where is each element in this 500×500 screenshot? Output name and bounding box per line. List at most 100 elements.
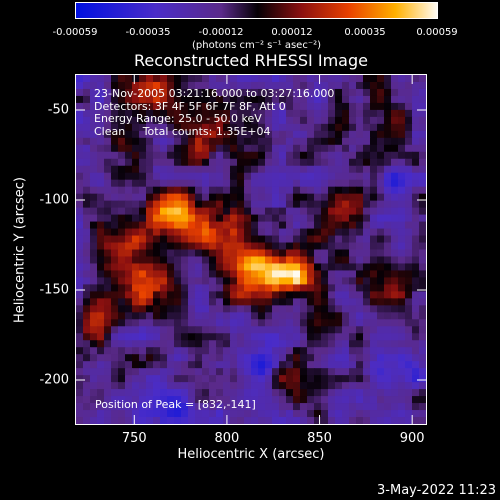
- heatmap-cell: [321, 214, 329, 223]
- heatmap-cell: [139, 347, 147, 355]
- heatmap-cell: [370, 137, 378, 146]
- heatmap-cell: [356, 256, 364, 265]
- heatmap-cell: [335, 75, 343, 83]
- heatmap-cell: [342, 417, 350, 424]
- heatmap-cell: [111, 130, 119, 139]
- heatmap-cell: [391, 75, 399, 83]
- heatmap-cell: [174, 417, 182, 424]
- heatmap-cell: [300, 340, 308, 348]
- heatmap-cell: [321, 235, 329, 244]
- heatmap-cell: [391, 88, 399, 97]
- heatmap-cell: [328, 228, 336, 237]
- heatmap-cell: [132, 123, 140, 132]
- heatmap-cell: [412, 102, 420, 111]
- heatmap-cell: [370, 382, 378, 390]
- heatmap-cell: [132, 417, 140, 424]
- heatmap-cell: [104, 75, 112, 83]
- heatmap-cell: [153, 151, 161, 160]
- heatmap-cell: [349, 354, 357, 362]
- heatmap-cell: [377, 130, 385, 139]
- heatmap-cell: [272, 333, 280, 341]
- peak-position: Position of Peak = [832,-141]: [95, 398, 256, 411]
- heatmap-cell: [349, 137, 357, 146]
- heatmap-cell: [125, 228, 133, 237]
- heatmap-cell: [167, 123, 175, 132]
- heatmap-cell: [216, 305, 224, 313]
- heatmap-cell: [328, 291, 336, 299]
- heatmap-cell: [244, 242, 252, 251]
- heatmap-cell: [111, 221, 119, 230]
- heatmap-cell: [286, 256, 294, 265]
- heatmap-cell: [328, 298, 336, 306]
- heatmap-cell: [286, 319, 294, 327]
- heatmap-cell: [398, 403, 406, 411]
- heatmap-cell: [335, 172, 343, 181]
- heatmap-cell: [223, 235, 231, 244]
- heatmap-cell: [188, 354, 196, 362]
- heatmap-cell: [209, 361, 217, 369]
- heatmap-cell: [97, 130, 105, 139]
- heatmap-cell: [265, 249, 273, 258]
- heatmap-cell: [349, 158, 357, 167]
- heatmap-cell: [300, 75, 308, 83]
- heatmap-cell: [111, 116, 119, 125]
- heatmap-cell: [230, 361, 238, 369]
- heatmap-cell: [230, 277, 238, 285]
- heatmap-cell: [335, 137, 343, 146]
- heatmap-cell: [419, 228, 426, 237]
- heatmap-cell: [272, 130, 280, 139]
- heatmap-cell: [125, 214, 133, 223]
- heatmap-cell: [349, 81, 357, 90]
- heatmap-cell: [286, 186, 294, 195]
- heatmap-cell: [181, 102, 189, 111]
- heatmap-cell: [132, 109, 140, 118]
- heatmap-cell: [356, 193, 364, 202]
- heatmap-cell: [384, 389, 392, 397]
- heatmap-cell: [349, 347, 357, 355]
- heatmap-cell: [174, 249, 182, 258]
- heatmap-cell: [97, 151, 105, 160]
- heatmap-cell: [314, 298, 322, 306]
- heatmap-cell: [258, 256, 266, 265]
- heatmap-cell: [104, 151, 112, 160]
- heatmap-cell: [384, 305, 392, 313]
- heatmap-cell: [286, 102, 294, 111]
- heatmap-cell: [146, 228, 154, 237]
- heatmap-cell: [286, 214, 294, 223]
- heatmap-cell: [118, 165, 126, 174]
- heatmap-cell: [76, 207, 84, 216]
- heatmap-cell: [314, 158, 322, 167]
- heatmap-cell: [342, 214, 350, 223]
- heatmap-cell: [160, 403, 168, 411]
- heatmap-cell: [111, 312, 119, 320]
- heatmap-cell: [356, 375, 364, 383]
- heatmap-cell: [328, 277, 336, 285]
- heatmap-cell: [272, 75, 280, 83]
- heatmap-cell: [272, 228, 280, 237]
- heatmap-cell: [188, 249, 196, 258]
- heatmap-cell: [90, 214, 98, 223]
- heatmap-cell: [398, 249, 406, 258]
- heatmap-cell: [118, 284, 126, 292]
- heatmap-cell: [342, 200, 350, 209]
- heatmap-cell: [83, 88, 91, 97]
- heatmap-cell: [391, 207, 399, 216]
- heatmap-cell: [237, 256, 245, 265]
- heatmap-cell: [300, 256, 308, 265]
- heatmap-cell: [391, 228, 399, 237]
- heatmap-cell: [377, 221, 385, 230]
- heatmap-cell: [419, 270, 426, 279]
- heatmap-cell: [104, 333, 112, 341]
- heatmap-cell: [237, 319, 245, 327]
- heatmap-cell: [195, 347, 203, 355]
- heatmap-cell: [209, 221, 217, 230]
- heatmap-cell: [272, 214, 280, 223]
- heatmap-cell: [181, 382, 189, 390]
- heatmap-cell: [132, 270, 140, 279]
- heatmap-cell: [314, 137, 322, 146]
- heatmap-cell: [405, 305, 413, 313]
- heatmap-cell: [125, 158, 133, 167]
- heatmap-cell: [104, 347, 112, 355]
- heatmap-cell: [160, 347, 168, 355]
- heatmap-cell: [391, 361, 399, 369]
